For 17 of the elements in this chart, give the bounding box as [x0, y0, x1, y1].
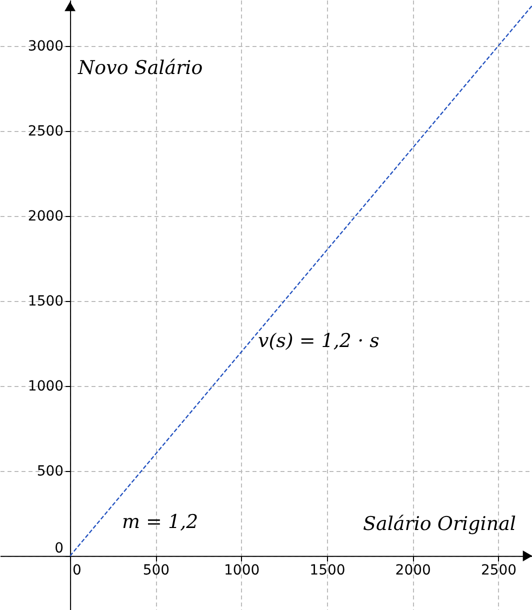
- x-tick-label: 500: [142, 562, 170, 578]
- x-axis-title: Salário Original: [362, 512, 516, 535]
- y-tick-label: 2500: [28, 123, 64, 140]
- x-tick-label: 2000: [395, 562, 431, 578]
- y-axis-title: Novo Salário: [77, 57, 203, 79]
- y-tick-label: 1500: [28, 293, 64, 310]
- y-tick-label: 0: [54, 540, 64, 556]
- y-tick-label: 1000: [28, 378, 64, 394]
- y-tick-label: 2000: [28, 208, 64, 224]
- y-tick-label: 3000: [28, 38, 64, 54]
- x-tick-label: 1000: [224, 562, 260, 578]
- annotation: m = 1,2: [122, 511, 198, 533]
- x-tick-label: 0: [72, 562, 82, 578]
- y-tick-label: 500: [36, 463, 64, 480]
- annotation: v(s) = 1,2 · s: [258, 330, 380, 352]
- x-tick-label: 2500: [480, 562, 517, 578]
- x-tick-label: 1500: [310, 562, 346, 578]
